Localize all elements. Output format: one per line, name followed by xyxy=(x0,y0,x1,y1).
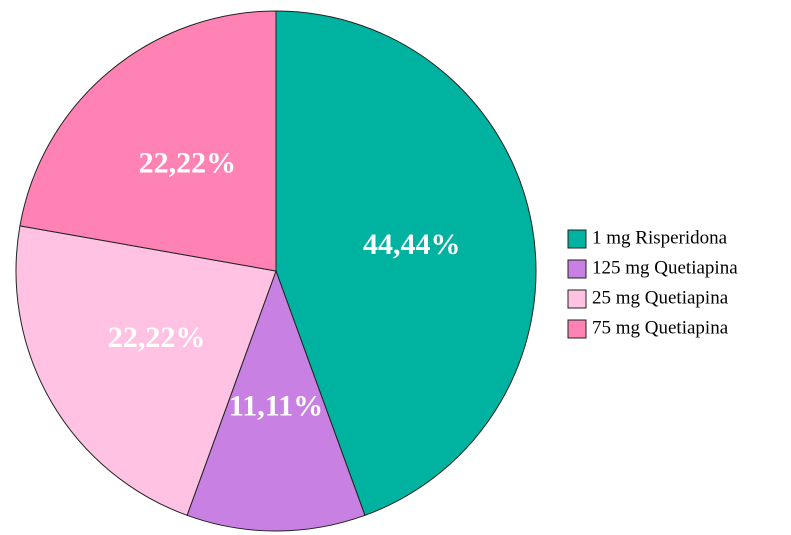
legend-label: 25 mg Quetiapina xyxy=(592,287,729,308)
pie-slice xyxy=(19,10,277,272)
legend-label: 125 mg Quetiapina xyxy=(592,257,738,278)
legend-label: 1 mg Risperidona xyxy=(592,227,728,248)
data-label: 11,11% xyxy=(229,390,323,423)
data-label: 22,22% xyxy=(108,321,206,354)
legend-swatch xyxy=(567,289,587,309)
legend-swatch xyxy=(567,259,587,279)
pie-slice xyxy=(186,269,366,532)
legend-swatch xyxy=(567,319,587,339)
legend-label: 75 mg Quetiapina xyxy=(592,317,729,338)
data-label: 44,44% xyxy=(363,228,461,261)
data-label: 22,22% xyxy=(139,146,237,179)
pie-slice xyxy=(275,10,537,516)
pie-slice xyxy=(15,225,277,516)
legend-swatch xyxy=(567,229,587,249)
